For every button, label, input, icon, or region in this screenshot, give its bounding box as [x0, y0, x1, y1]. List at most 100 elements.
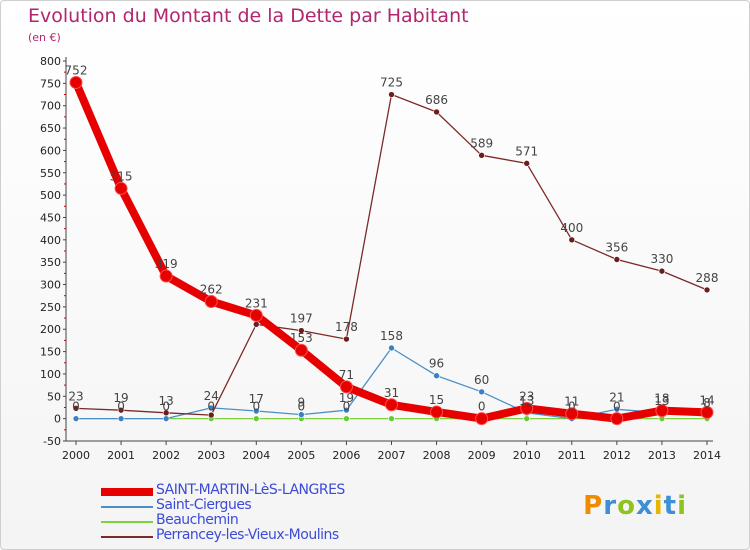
- data-label: 178: [335, 320, 358, 334]
- series-line-3: [75, 93, 708, 416]
- logo-letter: P: [583, 491, 604, 521]
- x-tick-label: 2000: [62, 449, 90, 462]
- data-label: 197: [290, 312, 313, 326]
- y-tick-label: 350: [40, 256, 61, 269]
- data-point: [343, 415, 350, 422]
- data-point: [655, 404, 669, 418]
- data-label: 752: [65, 63, 88, 77]
- data-point: [388, 91, 395, 98]
- data-label: 60: [474, 373, 489, 387]
- data-label: 19: [339, 391, 354, 405]
- data-point: [294, 343, 308, 357]
- y-tick-label: 650: [40, 122, 61, 135]
- data-label: 13: [654, 394, 669, 408]
- x-tick-label: 2013: [648, 449, 676, 462]
- data-point: [207, 411, 215, 419]
- data-label: 11: [564, 395, 579, 409]
- y-tick-label: 200: [40, 323, 61, 336]
- x-tick-label: 2014: [693, 449, 721, 462]
- data-point: [162, 415, 170, 422]
- data-label: 13: [159, 394, 174, 408]
- data-label: 0: [162, 400, 170, 414]
- data-point: [343, 406, 350, 414]
- data-label: 153: [290, 331, 313, 345]
- data-point: [658, 267, 666, 275]
- data-label: 96: [429, 357, 444, 371]
- y-tick-label: 700: [40, 100, 61, 113]
- data-label: 0: [343, 400, 351, 414]
- data-point: [252, 407, 260, 415]
- data-point: [478, 152, 485, 159]
- data-point: [69, 75, 83, 89]
- legend-label: Beauchemin: [156, 512, 239, 528]
- x-tick-label: 2010: [513, 449, 541, 462]
- data-point: [565, 407, 579, 421]
- data-point: [162, 409, 170, 417]
- data-label: 262: [200, 283, 223, 297]
- legend-swatch: [101, 506, 153, 508]
- y-tick-label: 500: [40, 189, 61, 202]
- data-label: 288: [696, 271, 719, 285]
- y-tick-label: 800: [40, 55, 61, 68]
- data-point: [298, 411, 305, 418]
- data-label: 0: [568, 400, 576, 414]
- logo-letter: o: [617, 491, 636, 521]
- data-point: [388, 415, 395, 422]
- data-label: 13: [519, 394, 534, 408]
- y-tick-label: 450: [40, 211, 61, 224]
- logo-letter: i: [653, 491, 664, 521]
- x-tick-label: 2007: [378, 449, 406, 462]
- x-tick-label: 2011: [558, 449, 586, 462]
- data-point: [613, 256, 621, 263]
- data-label: 725: [380, 76, 403, 90]
- y-tick-label: 150: [40, 346, 61, 359]
- data-point: [385, 398, 398, 412]
- data-point: [204, 295, 218, 309]
- data-point: [343, 335, 350, 343]
- x-tick-label: 2002: [152, 449, 180, 462]
- data-label: 330: [650, 252, 673, 266]
- data-point: [72, 405, 80, 412]
- x-tick-label: 2008: [423, 449, 451, 462]
- data-label: 571: [515, 144, 538, 158]
- data-point: [433, 108, 440, 116]
- y-tick-label: 100: [40, 368, 61, 381]
- chart-unit: (en €): [28, 31, 61, 44]
- y-tick-label: 550: [40, 167, 61, 180]
- legend-label: Saint-Ciergues: [156, 497, 252, 513]
- data-point: [117, 406, 125, 414]
- data-label: 14: [699, 393, 714, 407]
- data-point: [478, 388, 485, 396]
- data-point: [252, 415, 260, 422]
- y-tick-label: 0: [54, 413, 61, 426]
- data-label: 17: [249, 392, 264, 406]
- data-label: 23: [519, 389, 534, 403]
- legend-swatch: [101, 488, 153, 496]
- data-point: [568, 236, 576, 244]
- x-tick-label: 2001: [107, 449, 135, 462]
- data-point: [388, 344, 395, 352]
- y-tick-label: 600: [40, 144, 61, 157]
- proxiti-logo: Proxiti: [583, 491, 687, 521]
- x-tick-label: 2009: [468, 449, 496, 462]
- data-label: 0: [252, 400, 260, 414]
- y-tick-label: 750: [40, 77, 61, 90]
- data-label: 515: [110, 169, 133, 183]
- legend-label: SAINT-MARTIN-LèS-LANGRES: [156, 482, 345, 498]
- chart-title: Evolution du Montant de la Dette par Hab…: [28, 5, 469, 27]
- logo-letter: t: [663, 491, 678, 521]
- data-point: [339, 380, 353, 394]
- data-label: 356: [605, 240, 628, 254]
- data-point: [475, 412, 489, 426]
- data-label: 0: [72, 400, 80, 414]
- data-label: 18: [654, 392, 669, 406]
- data-point: [703, 286, 711, 294]
- data-label: 686: [425, 93, 448, 107]
- y-tick-label: 250: [40, 301, 61, 314]
- data-label: 231: [245, 296, 268, 310]
- logo-letter: r: [603, 491, 618, 521]
- data-label: 31: [384, 386, 399, 400]
- data-label: 19: [113, 391, 128, 405]
- data-point: [114, 181, 128, 195]
